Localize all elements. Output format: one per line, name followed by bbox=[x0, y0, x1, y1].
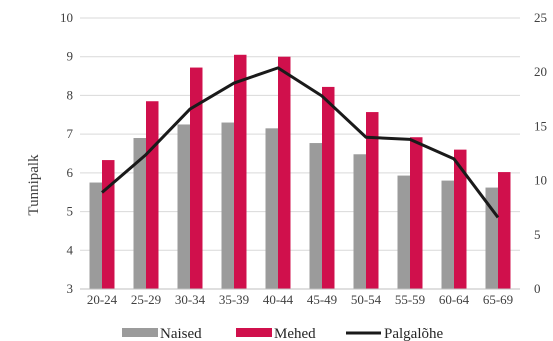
bar-mehed bbox=[410, 137, 423, 289]
line-palgalõhe bbox=[102, 68, 498, 218]
bar-naised bbox=[354, 154, 367, 289]
y-tick-label: 6 bbox=[67, 165, 74, 180]
bar-naised bbox=[178, 124, 191, 289]
x-axis: 20-24 25-29 30-34 35-39 40-44 45-49 50-54 55-59… bbox=[80, 289, 520, 307]
bar-naised bbox=[310, 143, 323, 289]
y-tick-label: 8 bbox=[67, 87, 74, 102]
bar-mehed bbox=[102, 160, 115, 289]
bar-mehed bbox=[190, 68, 203, 289]
bars bbox=[90, 55, 511, 289]
x-tick-label: 65-69 bbox=[483, 292, 513, 307]
y-tick-label: 10 bbox=[60, 10, 73, 25]
bar-naised bbox=[398, 176, 411, 289]
y-tick-label: 3 bbox=[67, 281, 74, 296]
bar-mehed bbox=[234, 55, 247, 289]
bar-naised bbox=[90, 183, 103, 289]
y-tick-label: 4 bbox=[67, 242, 74, 257]
legend-swatch-naised bbox=[122, 328, 158, 337]
legend-label-naised: Naised bbox=[160, 326, 202, 341]
y-axis-left: 3 4 5 6 7 8 9 10 bbox=[60, 10, 74, 296]
x-tick-label: 35-39 bbox=[219, 292, 249, 307]
x-tick-label: 50-54 bbox=[351, 292, 382, 307]
legend-label-mehed: Mehed bbox=[274, 326, 316, 341]
x-tick-label: 40-44 bbox=[263, 292, 294, 307]
y-axis-title: Tunnipalk bbox=[26, 154, 42, 216]
bar-mehed bbox=[322, 87, 335, 289]
legend-swatch-mehed bbox=[236, 328, 272, 337]
x-tick-label: 45-49 bbox=[307, 292, 337, 307]
y2-tick-label: 5 bbox=[534, 227, 541, 242]
bar-mehed bbox=[146, 101, 159, 289]
bar-naised bbox=[222, 123, 235, 289]
bar-naised bbox=[442, 181, 455, 289]
x-tick-label: 25-29 bbox=[131, 292, 161, 307]
y2-tick-label: 20 bbox=[534, 64, 547, 79]
x-tick-label: 55-59 bbox=[395, 292, 425, 307]
bar-mehed bbox=[498, 172, 511, 289]
y2-tick-label: 0 bbox=[534, 281, 541, 296]
legend-label-palgalõhe: Palgalõhe bbox=[384, 326, 443, 341]
gap-line bbox=[102, 68, 498, 218]
bar-mehed bbox=[454, 150, 467, 289]
legend: Naised Mehed Palgalõhe bbox=[122, 326, 443, 341]
y2-tick-label: 25 bbox=[534, 10, 547, 25]
y-tick-label: 7 bbox=[67, 126, 74, 141]
y-tick-label: 5 bbox=[67, 204, 74, 219]
bar-naised bbox=[266, 128, 279, 289]
y-axis-right: 0 5 10 15 20 25 bbox=[534, 10, 547, 296]
y-tick-label: 9 bbox=[67, 49, 74, 64]
x-tick-label: 60-64 bbox=[439, 292, 470, 307]
x-tick-label: 20-24 bbox=[87, 292, 118, 307]
x-tick-label: 30-34 bbox=[175, 292, 206, 307]
y2-tick-label: 10 bbox=[534, 173, 547, 188]
y2-tick-label: 15 bbox=[534, 118, 547, 133]
bar-mehed bbox=[278, 57, 291, 289]
